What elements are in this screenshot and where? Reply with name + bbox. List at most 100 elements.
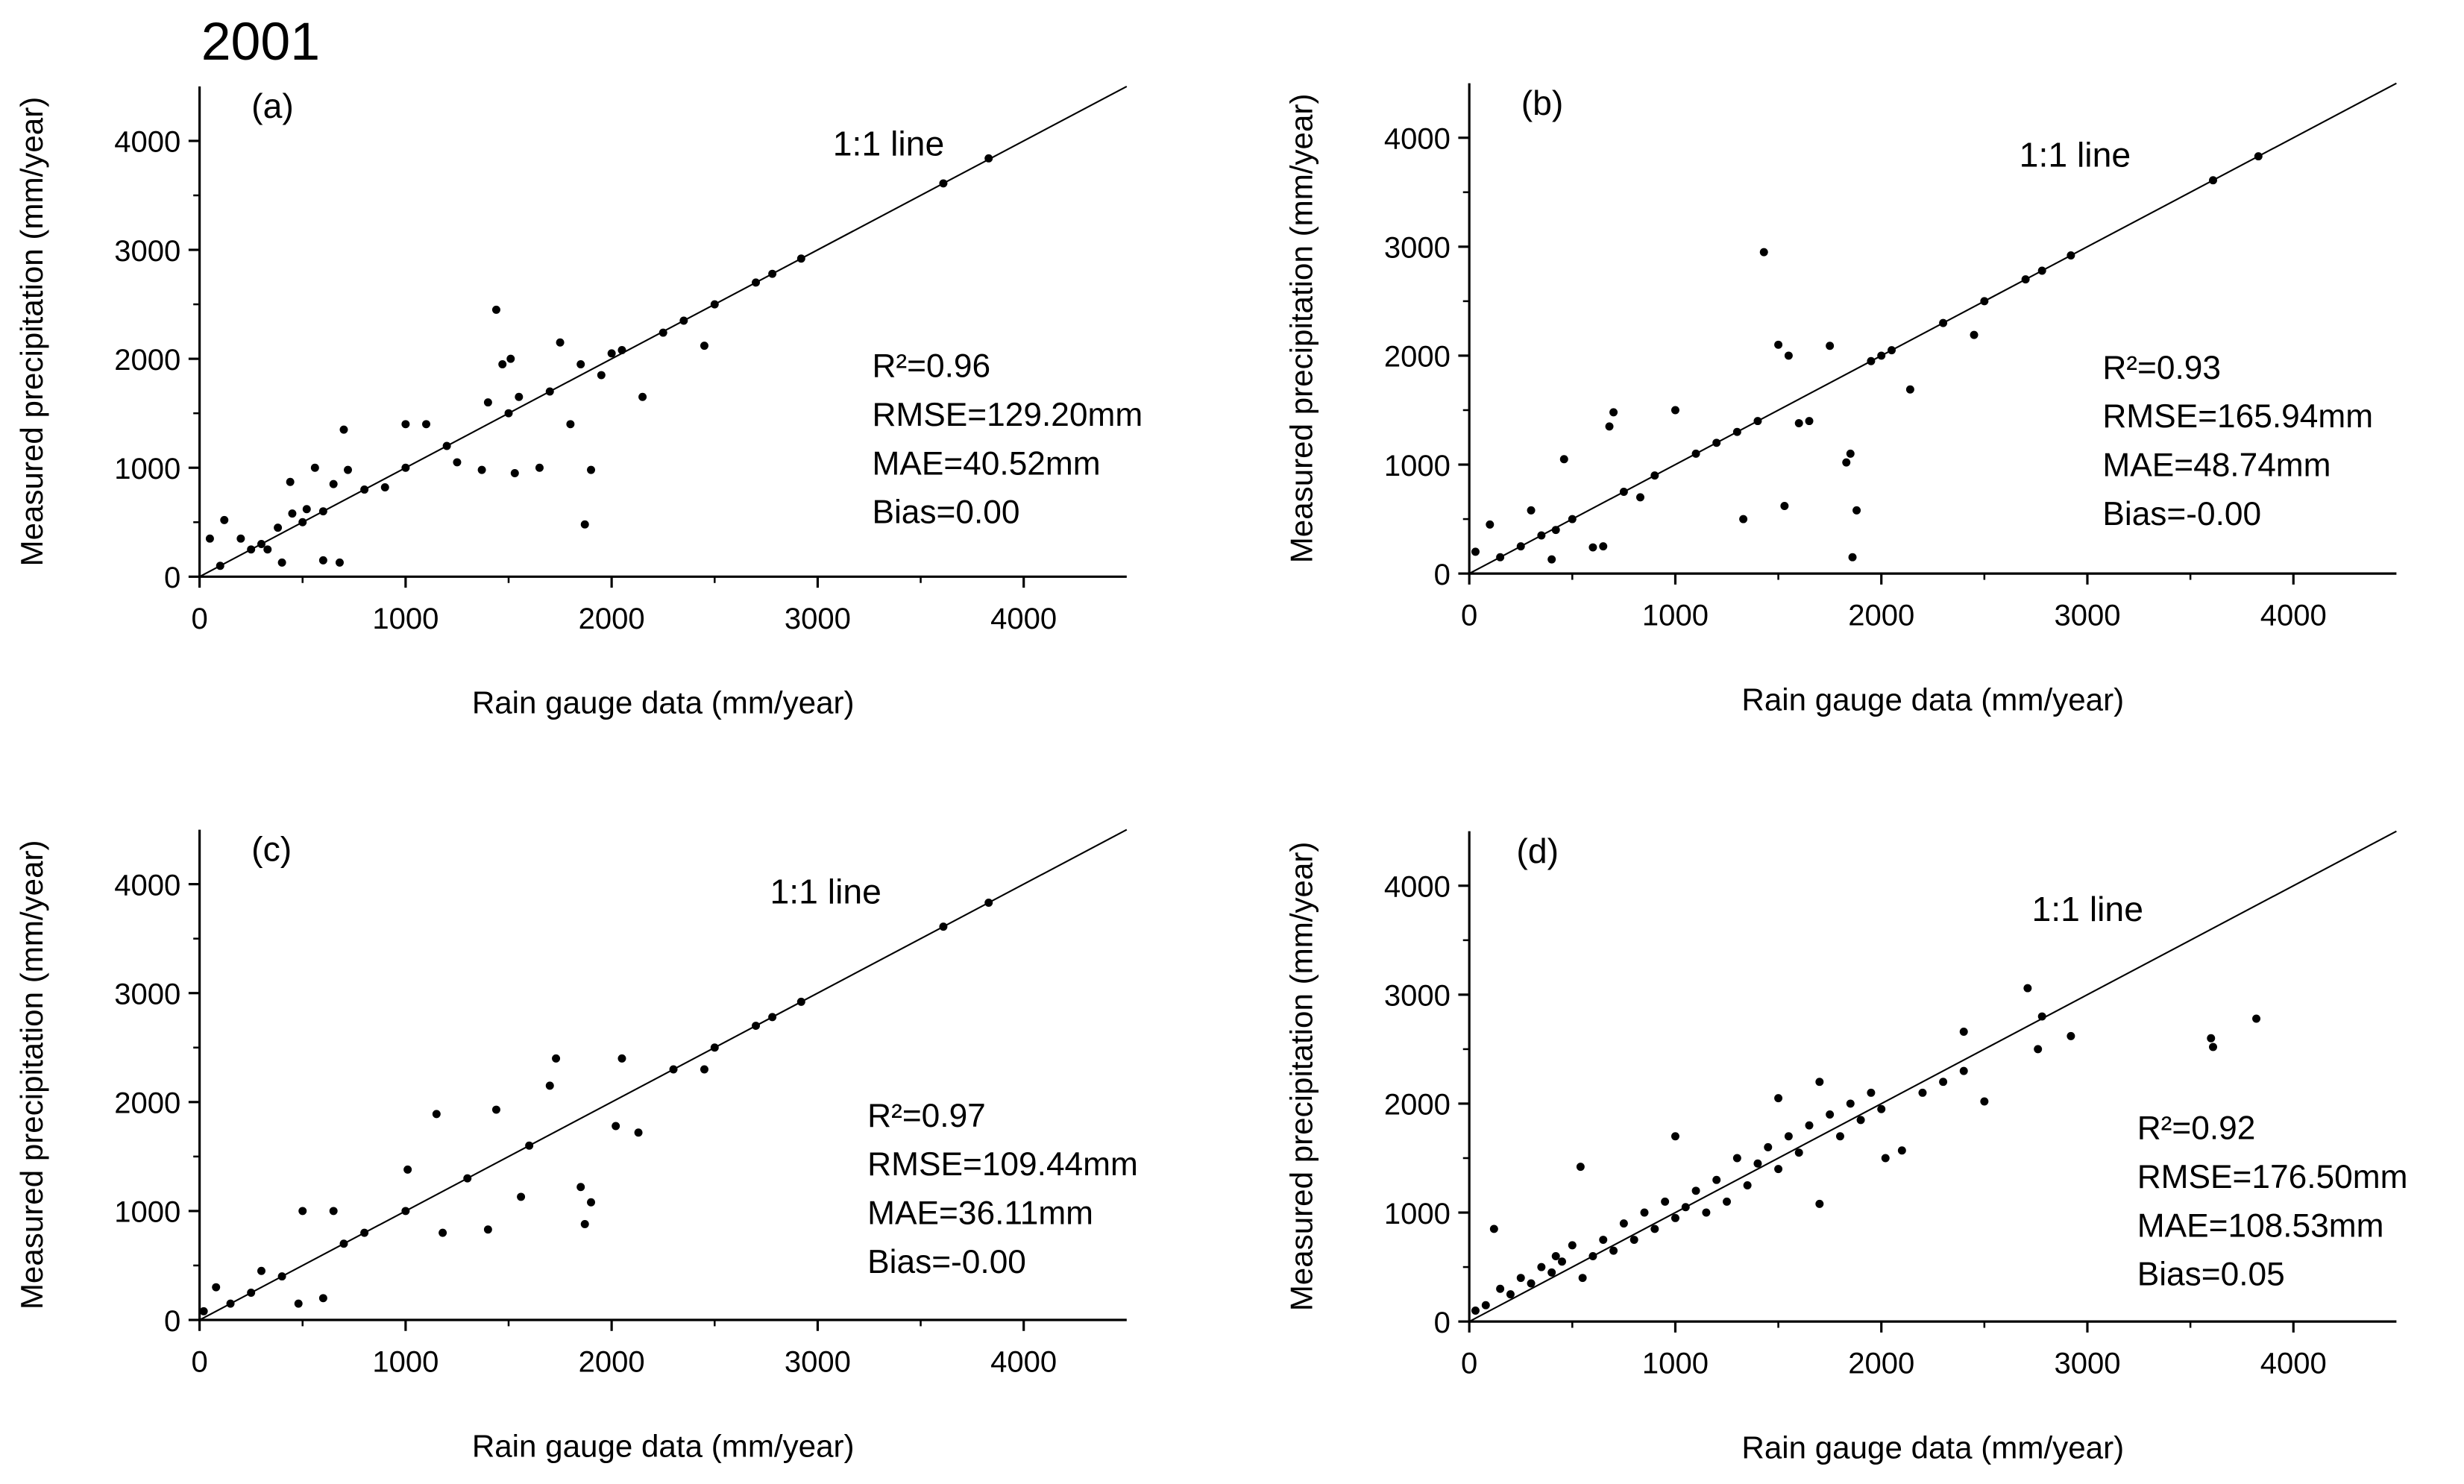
x-tick-label: 1000 [1642,1348,1709,1380]
stat-annotation: R²=0.93 [2102,350,2221,386]
panel-label: (a) [251,87,294,125]
y-tick-label: 0 [1434,559,1451,591]
point [796,997,805,1006]
panel: 0 1000 2000 3000 4000 0 1000 2000 3000 4000 Rain g… [1283,82,2397,717]
point [1671,406,1679,415]
point [1774,1094,1783,1103]
point [1877,1104,1886,1113]
point [1753,1159,1762,1168]
point [700,1065,708,1074]
point [1605,422,1614,431]
point [1848,553,1857,562]
point [1516,542,1525,551]
point [669,1065,678,1074]
point [463,1174,472,1183]
point [277,558,286,567]
point [2254,152,2263,161]
point [1551,526,1560,535]
point [1743,1181,1752,1189]
point [580,1219,589,1228]
point [498,359,507,368]
point [617,1054,626,1063]
point [1846,1099,1855,1108]
x-tick-label: 0 [1461,600,1477,632]
point [535,463,544,472]
point [659,328,667,337]
point [263,545,272,554]
point [247,1289,256,1297]
point [335,558,344,567]
point [1867,356,1876,365]
point [504,409,513,418]
point [401,463,410,472]
stat-annotation: MAE=48.74mm [2102,447,2331,483]
y-tick-label: 2000 [1384,1089,1451,1122]
point [288,509,297,518]
stat-annotation: MAE=40.52mm [872,445,1100,482]
point [1671,1132,1679,1141]
point [257,1266,265,1275]
point [1826,342,1835,350]
point [1780,502,1789,511]
point [422,420,430,429]
point [1939,318,1948,327]
point [1496,553,1505,562]
x-tick-label: 0 [191,1346,207,1379]
point [1723,1197,1731,1206]
point [768,1013,777,1022]
x-tick-label: 0 [1461,1348,1477,1380]
panel: 0 1000 2000 3000 4000 0 1000 2000 3000 4000 Rain g… [14,85,1143,720]
line-label: 1:1 line [833,125,944,163]
point [442,441,451,450]
y-tick-label: 3000 [1384,232,1451,265]
x-tick-label: 1000 [372,1346,439,1379]
one-to-one-line [1468,830,2397,1323]
point [1794,1148,1803,1157]
point [768,269,777,278]
point [638,392,647,401]
point [2209,176,2217,185]
x-tick-label: 3000 [2054,1348,2120,1380]
point [1759,248,1768,257]
point [491,1105,500,1114]
point [939,179,948,188]
point [1856,1116,1865,1125]
point [286,477,295,486]
point [1970,330,1979,339]
point [329,1207,338,1216]
point [318,1294,327,1303]
point [1764,1142,1773,1151]
y-tick-label: 4000 [1384,870,1451,903]
x-tick-label: 1000 [372,603,439,635]
point [339,1239,348,1248]
x-tick-label: 3000 [785,1346,851,1379]
point [1640,1208,1649,1217]
stat-annotation: Bias=0.00 [872,494,1019,531]
point [216,562,224,570]
y-axis-label: Measured precipitation (mm/year) [1283,842,1319,1312]
point [1551,1251,1560,1260]
point [1691,449,1700,458]
point [597,371,606,380]
point [277,1272,286,1281]
point [257,540,265,548]
point [220,515,229,524]
point [1681,1203,1690,1212]
point [2067,251,2075,260]
point [1609,1246,1618,1255]
point [205,534,214,543]
point [612,1122,620,1131]
point [401,1207,410,1216]
stat-annotation: RMSE=176.50mm [2137,1159,2408,1195]
point [491,305,500,314]
point [2034,1045,2043,1054]
stat-annotation: R²=0.96 [872,348,990,385]
stat-annotation: RMSE=129.20mm [872,397,1143,433]
point [1599,542,1608,551]
y-axis-label: Measured precipitation (mm/year) [1283,94,1319,564]
point [1527,506,1536,515]
point [506,354,515,363]
point [752,1022,761,1031]
point [587,1198,595,1207]
point [1959,1028,1968,1036]
